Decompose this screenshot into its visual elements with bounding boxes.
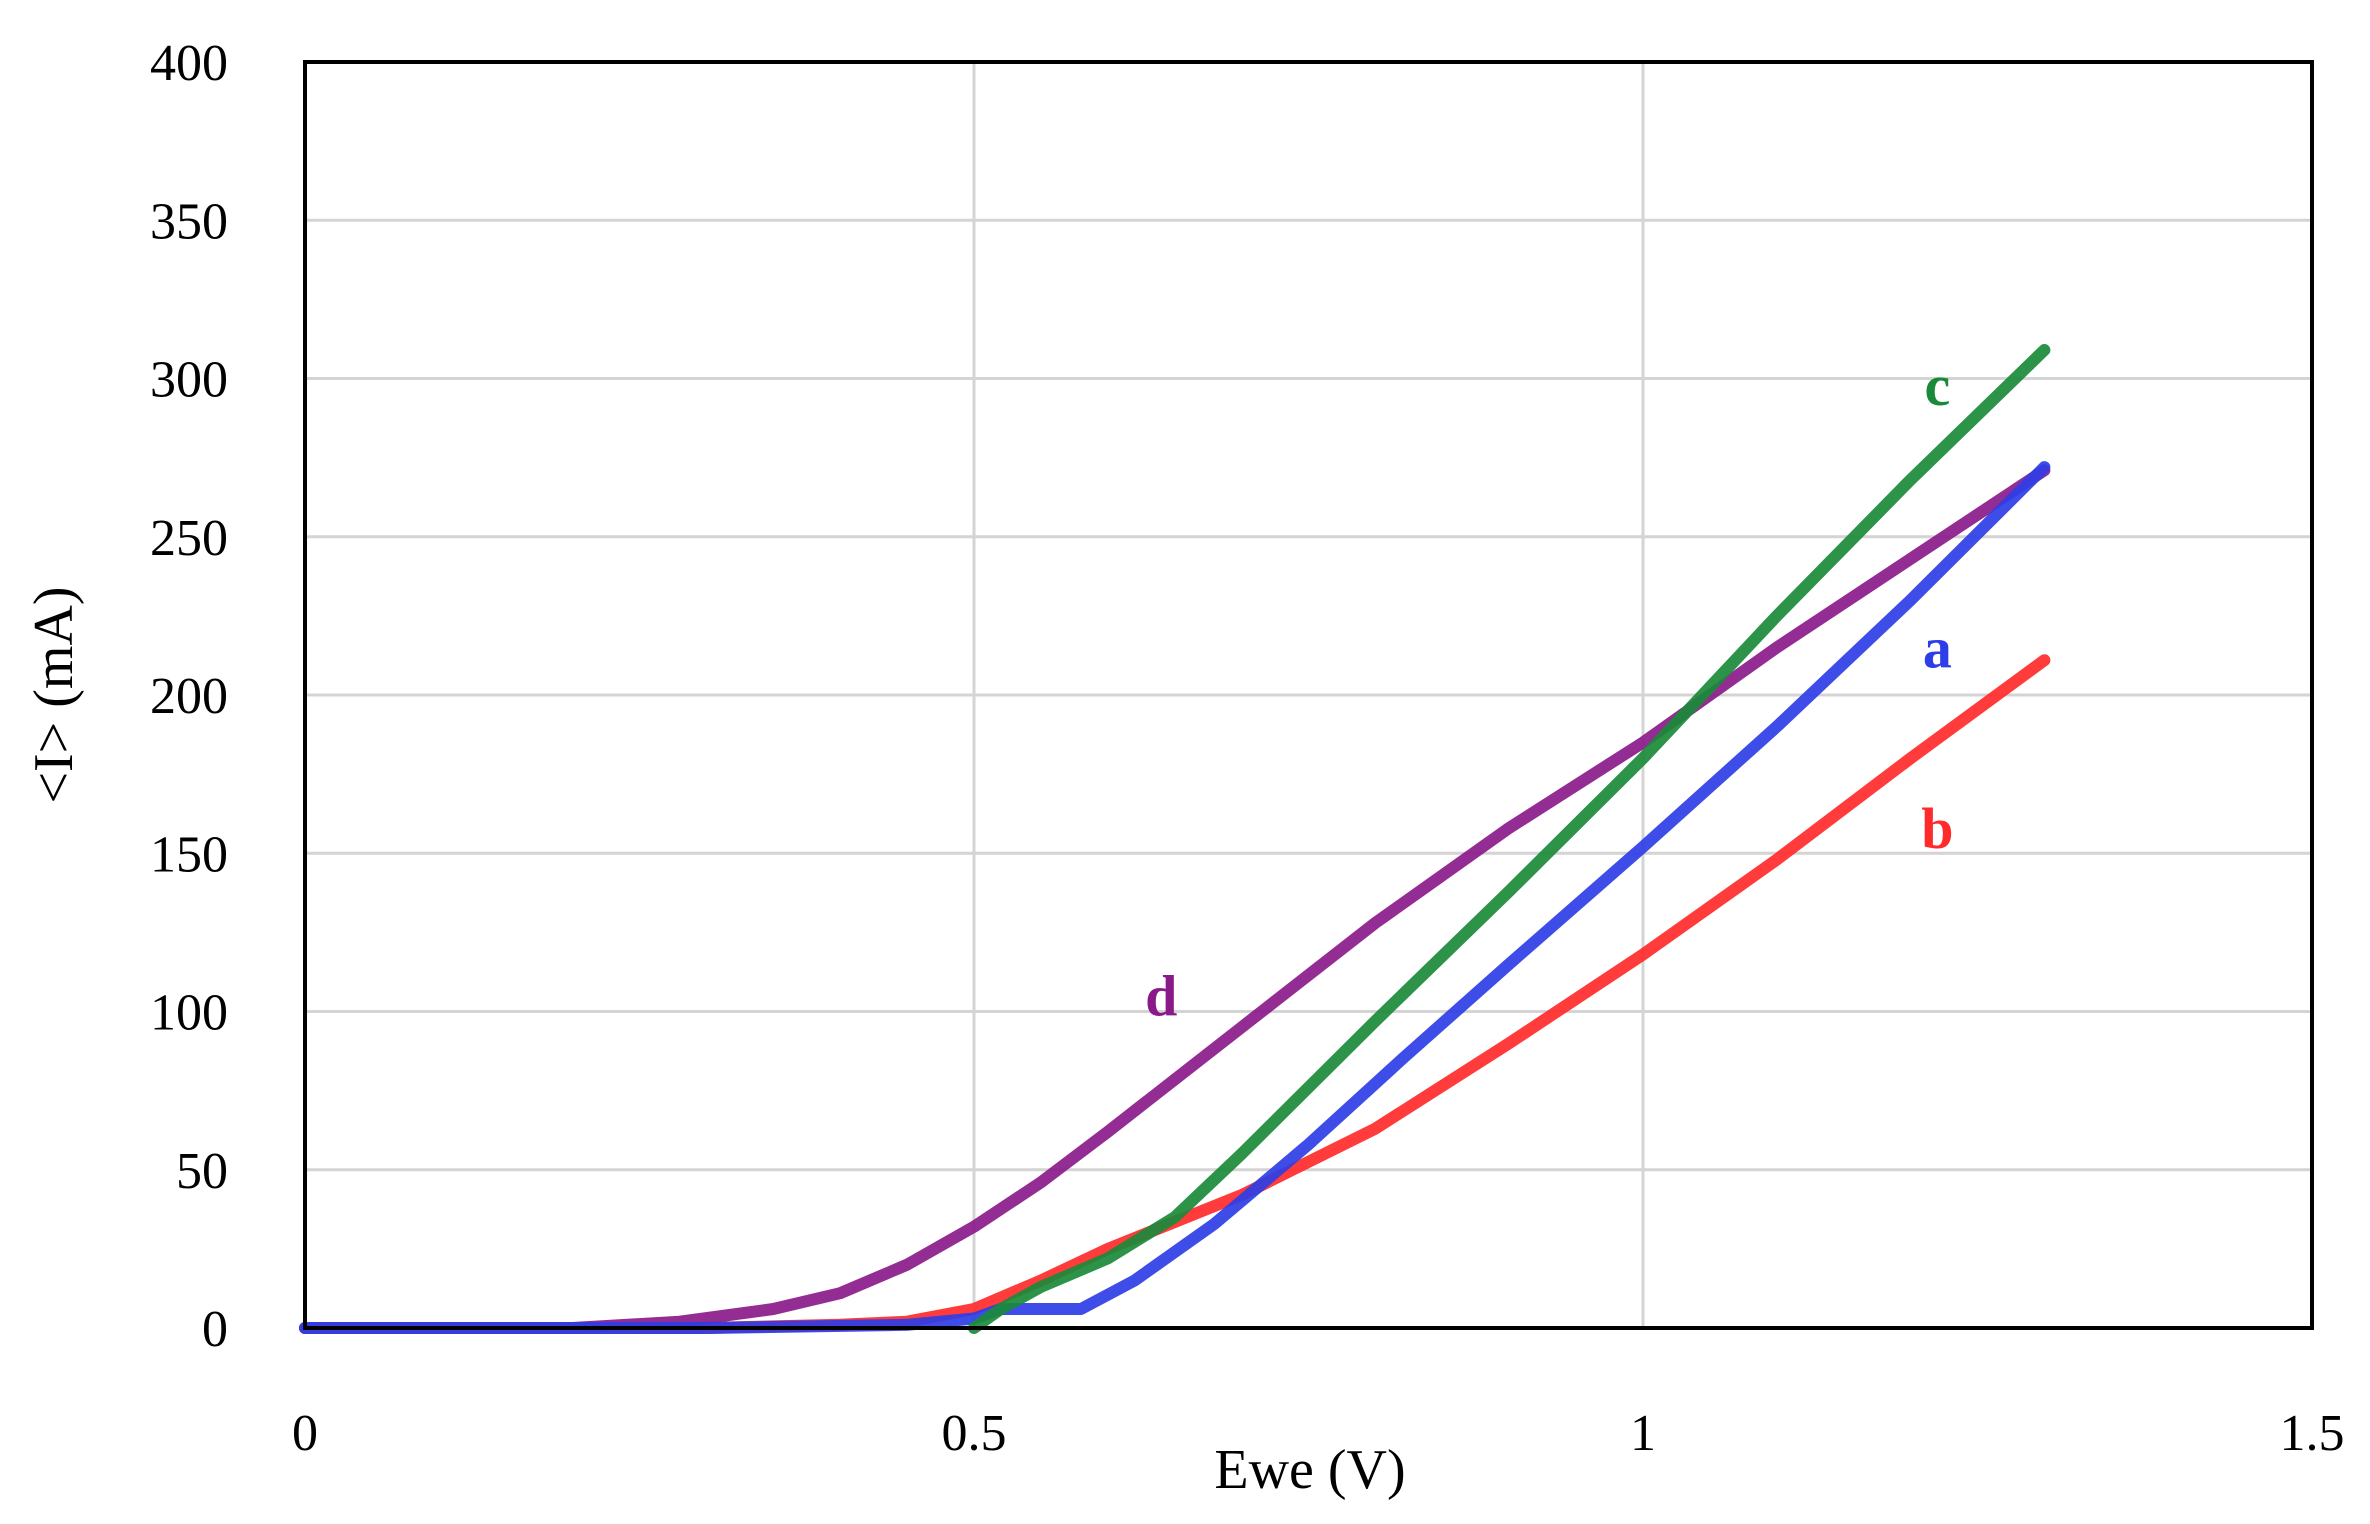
y-tick-label: 100 (150, 985, 228, 1042)
x-tick-label: 1.5 (2280, 1405, 2345, 1462)
y-tick-label: 0 (202, 1301, 228, 1358)
series-label-d: d (1145, 964, 1177, 1029)
y-tick-label: 300 (150, 352, 228, 409)
series-labels: a b c d (1145, 353, 1953, 1029)
y-tick-labels: 0 50 100 150 200 250 300 350 400 (150, 35, 228, 1358)
x-tick-label: 1 (1630, 1405, 1656, 1462)
series-label-a: a (1923, 616, 1952, 681)
series-line-c (968, 344, 2051, 1334)
y-tick-label: 150 (150, 826, 228, 883)
x-tick-label: 0 (292, 1405, 318, 1462)
plot-area-border (303, 60, 2314, 1330)
series-layer (299, 344, 2051, 1334)
x-tick-label: 0.5 (942, 1405, 1007, 1462)
y-tick-label: 250 (150, 510, 228, 567)
x-axis-title: Ewe (V) (1214, 1439, 1405, 1501)
series-label-c: c (1924, 353, 1950, 418)
y-tick-label: 350 (150, 193, 228, 250)
y-tick-label: 50 (176, 1143, 228, 1200)
y-axis-title: <I> (mA) (23, 586, 85, 803)
gridlines (305, 62, 2312, 1328)
x-tick-labels: 0 0.5 1 1.5 (292, 1405, 2345, 1462)
series-label-b: b (1921, 796, 1953, 861)
series-line-a (299, 461, 2051, 1334)
y-tick-label: 200 (150, 668, 228, 725)
y-tick-label: 400 (150, 35, 228, 92)
